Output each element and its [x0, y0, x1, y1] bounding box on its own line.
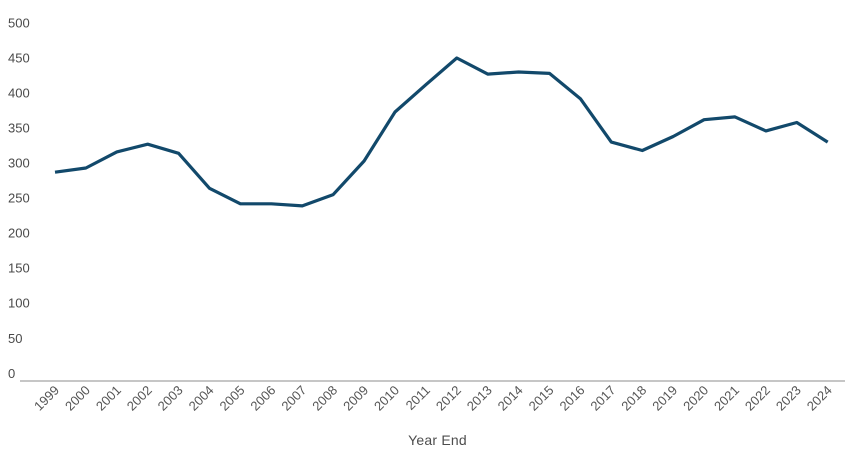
y-tick-label: 350: [8, 121, 30, 136]
y-tick-label: 500: [8, 16, 30, 31]
x-tick-label: 2007: [278, 383, 309, 414]
x-axis-title: Year End: [408, 432, 467, 448]
x-tick-label: 2016: [556, 383, 587, 414]
x-tick-label: 2024: [804, 383, 835, 414]
x-tick-label: 2013: [464, 383, 495, 414]
y-tick-label: 150: [8, 261, 30, 276]
x-tick-label: 2003: [155, 383, 186, 414]
x-tick-label: 2019: [649, 383, 680, 414]
x-tick-label: 2023: [773, 383, 804, 414]
x-tick-label: 2002: [124, 383, 155, 414]
x-tick-label: 2021: [711, 383, 742, 414]
x-tick-label: 2015: [526, 383, 557, 414]
y-tick-label: 450: [8, 51, 30, 66]
x-tick-label: 2020: [680, 383, 711, 414]
x-tick-label: 2014: [495, 383, 526, 414]
x-tick-label: 2017: [587, 383, 618, 414]
x-tick-label: 2018: [618, 383, 649, 414]
x-tick-label: 2004: [186, 383, 217, 414]
y-tick-label: 300: [8, 156, 30, 171]
x-tick-label: 2000: [62, 383, 93, 414]
x-tick-label: 2008: [309, 383, 340, 414]
x-tick-label: 2006: [247, 383, 278, 414]
x-tick-label: 2022: [742, 383, 773, 414]
y-tick-label: 200: [8, 226, 30, 241]
series-line: [54, 56, 829, 208]
x-tick-label: 2010: [371, 383, 402, 414]
x-tick-label: 2011: [403, 383, 433, 413]
x-tick-label: 2012: [433, 383, 464, 414]
y-tick-label: 400: [8, 86, 30, 101]
y-tick-label: 100: [8, 296, 30, 311]
y-tick-label: 250: [8, 191, 30, 206]
y-tick-label: 0: [8, 366, 15, 381]
x-tick-label: 1999: [31, 383, 62, 414]
x-tick-label: 2009: [340, 383, 371, 414]
x-tick-label: 2005: [217, 383, 248, 414]
x-tick-label: 2001: [93, 383, 124, 414]
y-tick-label: 50: [8, 331, 22, 346]
